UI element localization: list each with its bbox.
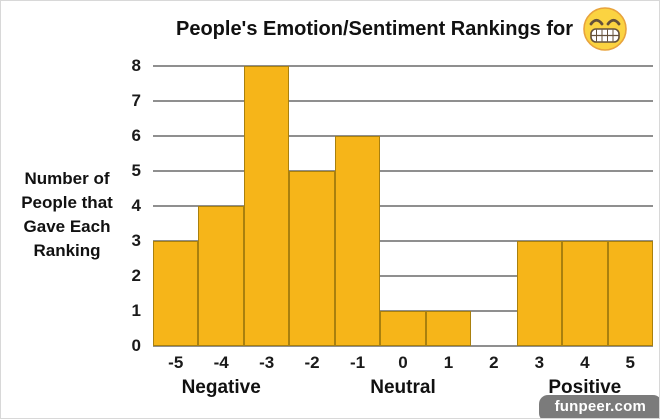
bar--2 (289, 171, 335, 346)
plot-area (153, 65, 653, 347)
bar-1 (425, 311, 472, 346)
chart-title-row: People's Emotion/Sentiment Rankings for (149, 5, 655, 53)
gridline-y4 (153, 205, 653, 207)
x-tick-label-0: 0 (398, 353, 408, 372)
x-tick-label--3: -3 (259, 353, 275, 372)
watermark-badge: funpeer.com (538, 395, 659, 418)
y-tick-label-6: 6 (131, 126, 141, 145)
y-axis-title: Number of People that Gave Each Ranking (21, 169, 113, 260)
bar--4 (198, 206, 244, 346)
y-tick-label-5: 5 (131, 161, 141, 180)
bar--3 (243, 66, 290, 346)
group-label-negative: Negative (181, 377, 261, 398)
gridline-y5 (153, 170, 653, 172)
gridline-y0 (153, 345, 653, 347)
x-tick-label--5: -5 (168, 353, 184, 372)
y-tick-label-2: 2 (131, 266, 141, 285)
x-tick-label-3: 3 (534, 353, 545, 372)
bar-3 (516, 241, 563, 346)
x-tick-label--1: -1 (349, 353, 366, 372)
gridline-y3 (153, 240, 653, 242)
x-tick-label--4: -4 (213, 353, 229, 372)
y-tick-label-7: 7 (131, 91, 141, 110)
y-tick-label-0: 0 (131, 336, 141, 355)
y-tick-label-3: 3 (131, 231, 141, 250)
gridline-y2 (153, 275, 653, 277)
gridline-y8 (153, 65, 653, 67)
group-label-positive: Positive (548, 377, 622, 398)
x-tick-label-5: 5 (625, 353, 635, 372)
group-label-neutral: Neutral (370, 377, 436, 398)
bar--1 (334, 136, 381, 346)
bar--5 (153, 241, 199, 346)
y-tick-label-1: 1 (131, 301, 141, 320)
gridline-y6 (153, 135, 653, 137)
x-tick-label--2: -2 (304, 353, 320, 372)
bar-4 (562, 241, 608, 346)
y-tick-label-8: 8 (131, 56, 141, 75)
gridline-y7 (153, 100, 653, 102)
beaming-face-emoji-icon (582, 6, 628, 52)
chart-title: People's Emotion/Sentiment Rankings for (175, 17, 574, 40)
bar-5 (607, 241, 653, 346)
bar-0 (380, 311, 426, 346)
y-tick-label-4: 4 (131, 196, 141, 215)
x-tick-label-4: 4 (580, 353, 590, 372)
x-tick-label-1: 1 (443, 353, 454, 372)
x-tick-label-2: 2 (489, 353, 499, 372)
